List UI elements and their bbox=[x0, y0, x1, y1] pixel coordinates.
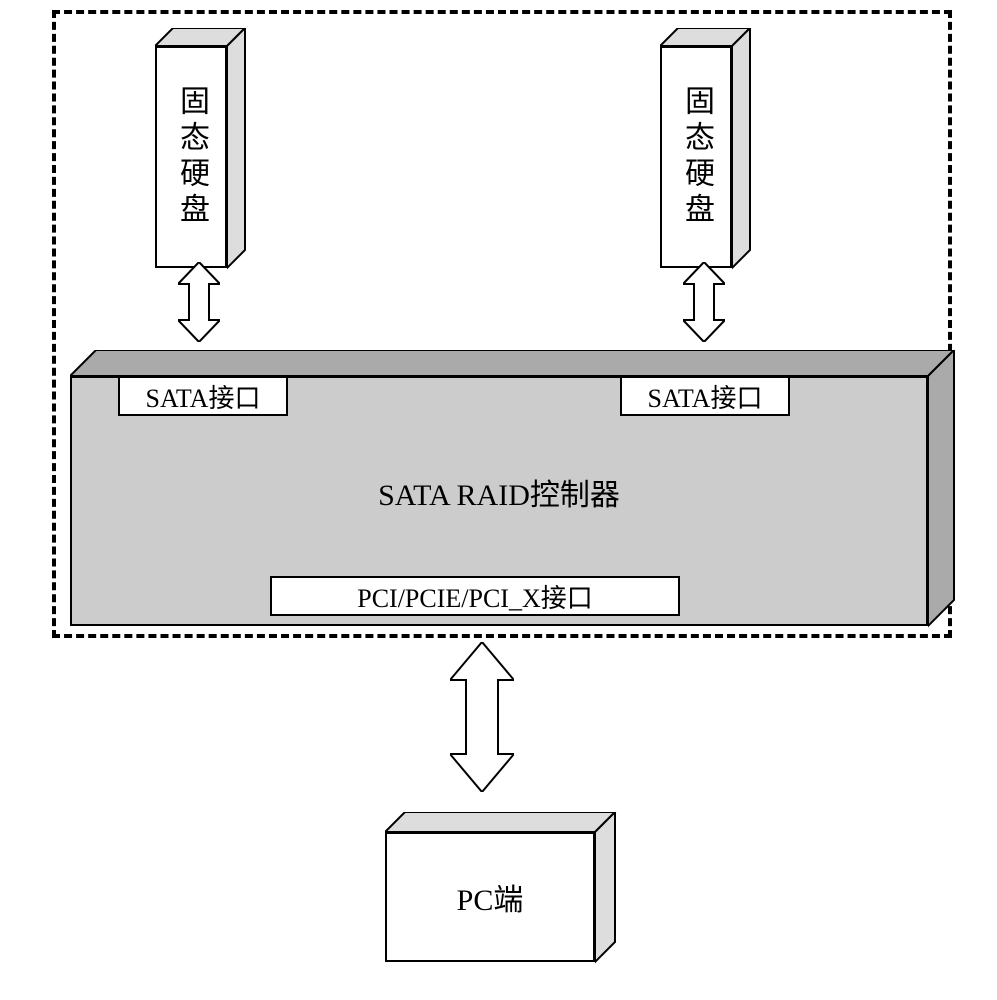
arrow-controller-pc bbox=[450, 642, 514, 792]
ssd-left-label: 固态硬盘 bbox=[173, 85, 209, 229]
pc-top-face bbox=[385, 812, 617, 834]
controller-side-face bbox=[928, 350, 956, 628]
sata-interface-right-text: SATA接口 bbox=[648, 378, 763, 415]
ssd-left-side-face bbox=[227, 28, 247, 270]
sata-interface-left-text: SATA接口 bbox=[146, 378, 261, 415]
pci-interface-text: PCI/PCIE/PCI_X接口 bbox=[357, 578, 593, 615]
arrow-ssd-left bbox=[178, 262, 220, 342]
diagram-canvas: 固态硬盘 固态硬盘 SATA接口 bbox=[0, 0, 997, 1000]
pc-box: PC端 bbox=[385, 812, 615, 962]
sata-interface-right: SATA接口 bbox=[620, 376, 790, 416]
pci-interface: PCI/PCIE/PCI_X接口 bbox=[270, 576, 680, 616]
ssd-left: 固态硬盘 bbox=[155, 28, 245, 268]
sata-interface-left: SATA接口 bbox=[118, 376, 288, 416]
pc-side-face bbox=[595, 812, 617, 964]
ssd-right-side-face bbox=[732, 28, 752, 270]
controller-top-face bbox=[70, 350, 956, 378]
ssd-right-label: 固态硬盘 bbox=[678, 85, 714, 229]
arrow-ssd-right bbox=[683, 262, 725, 342]
pc-label: PC端 bbox=[457, 875, 524, 919]
ssd-right: 固态硬盘 bbox=[660, 28, 750, 268]
controller-label: SATA RAID控制器 bbox=[70, 470, 928, 514]
